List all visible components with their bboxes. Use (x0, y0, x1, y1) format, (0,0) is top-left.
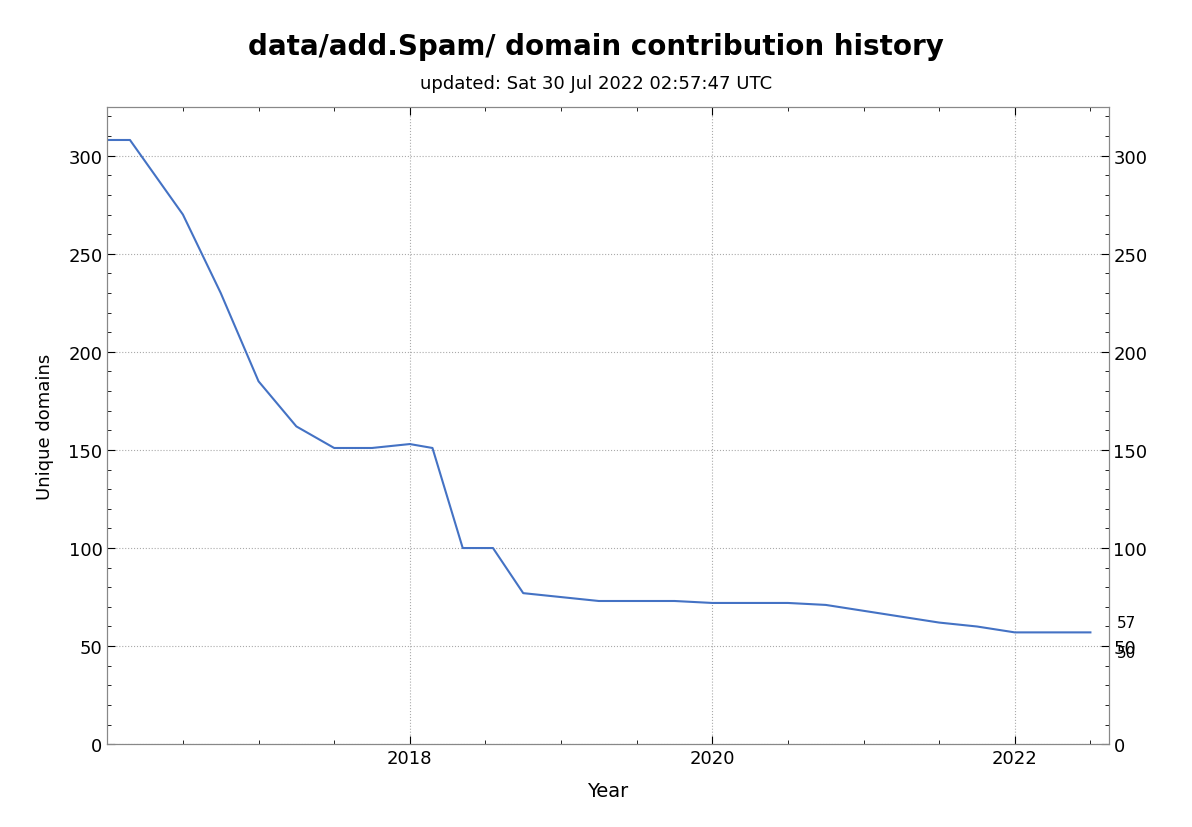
Text: data/add.Spam/ domain contribution history: data/add.Spam/ domain contribution histo… (248, 33, 944, 61)
Text: updated: Sat 30 Jul 2022 02:57:47 UTC: updated: Sat 30 Jul 2022 02:57:47 UTC (420, 74, 772, 93)
X-axis label: Year: Year (588, 781, 628, 800)
Y-axis label: Unique domains: Unique domains (36, 353, 55, 499)
Text: 57: 57 (1117, 615, 1136, 630)
Text: 50: 50 (1117, 645, 1136, 661)
